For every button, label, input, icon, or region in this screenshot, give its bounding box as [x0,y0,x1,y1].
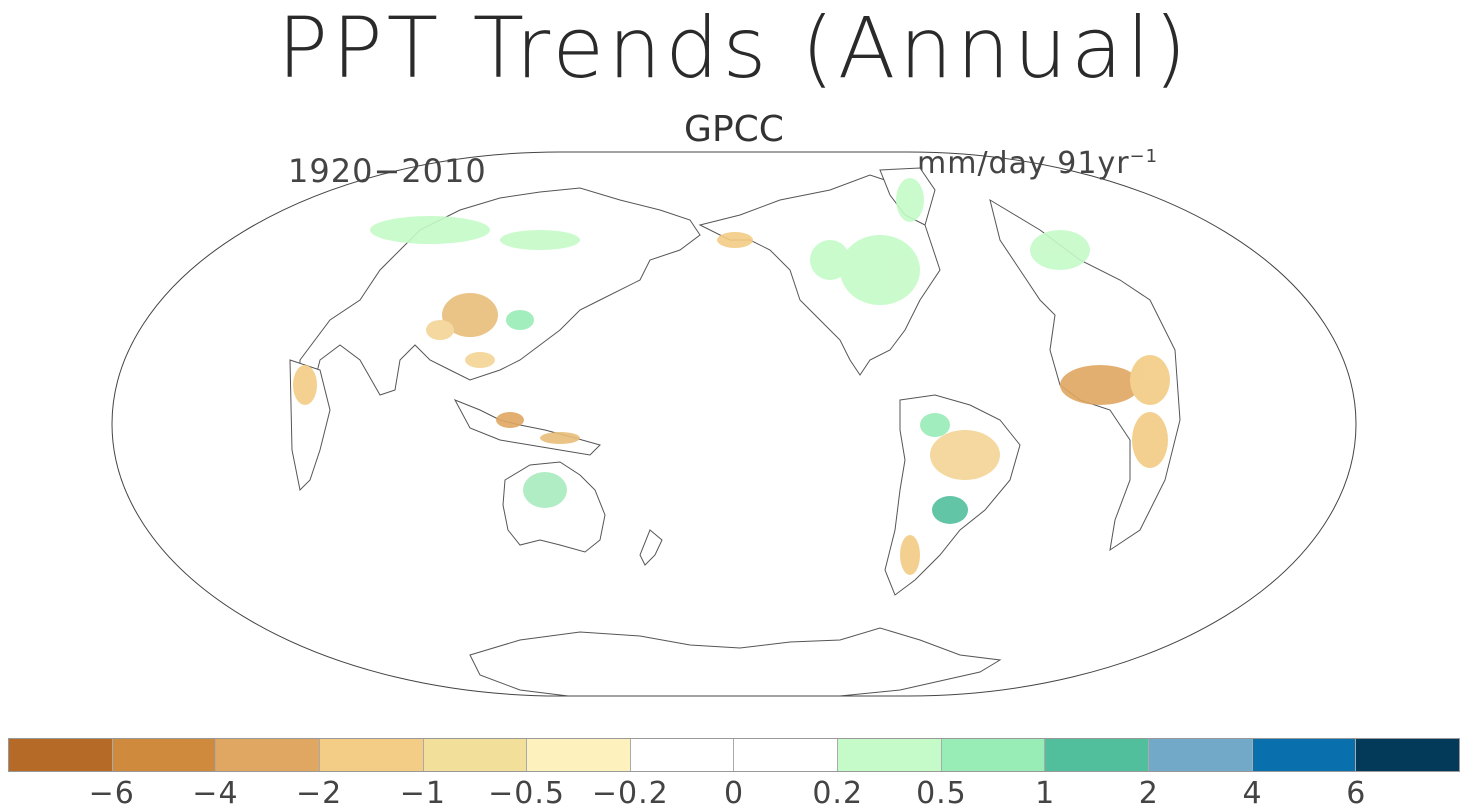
colorbar-swatch [9,739,113,771]
colorbar-tick-label: 6 [1346,776,1367,811]
map-border [111,151,1357,697]
colorbar-tick-label: −0.2 [591,776,669,811]
map-title: PPT Trends (Annual) [277,0,1191,97]
trend-shading [293,178,1170,575]
colorbar-tick-label: 1 [1035,776,1056,811]
colorbar-tick-label: 0 [723,776,745,811]
colorbar-swatch [1149,739,1253,771]
colorbar-tick-label: 2 [1138,776,1159,811]
colorbar-swatch [527,739,631,771]
colorbar-swatch [838,739,942,771]
colorbar-tick-label: −1 [399,776,446,811]
colorbar [8,738,1460,772]
units-exponent: −1 [1129,146,1159,167]
units-label: mm/day 91yr−1 [917,146,1158,181]
colorbar-tick-label: −0.5 [488,776,565,811]
colorbar-swatch [319,739,424,771]
colorbar-ticks: −6 −4 −2 −1 −0.5 −0.2 0 0.2 0.5 1 2 4 6 [8,776,1460,811]
colorbar-swatch [423,739,528,771]
colorbar-tick-label: −6 [88,776,135,811]
colorbar-swatch [734,739,839,771]
units-text: mm/day 91yr [917,146,1130,181]
landmass-eurasia [299,187,701,421]
period-label: 1920−2010 [288,152,487,190]
colorbar-swatch [941,739,1046,771]
colorbar-tick-label: −4 [192,776,239,811]
landmass-antarctica [469,627,1002,696]
landmass-indonesia [453,399,601,456]
landmass-new-zealand [639,529,663,566]
colorbar-swatch [630,739,735,771]
colorbar-tick-label: 4 [1242,776,1263,811]
colorbar-tick-label: 0.5 [916,776,967,811]
colorbar-swatch [1356,739,1459,771]
dataset-label: GPCC [684,109,784,150]
map-content [289,167,1181,696]
colorbar-tick-label: 0.2 [812,776,864,811]
colorbar-swatch [1045,739,1150,771]
colorbar-tick-label: −2 [296,776,343,811]
colorbar-swatch [216,739,320,771]
world-map [111,151,1357,697]
colorbar-swatch [112,739,217,771]
colorbar-swatch [1252,739,1357,771]
